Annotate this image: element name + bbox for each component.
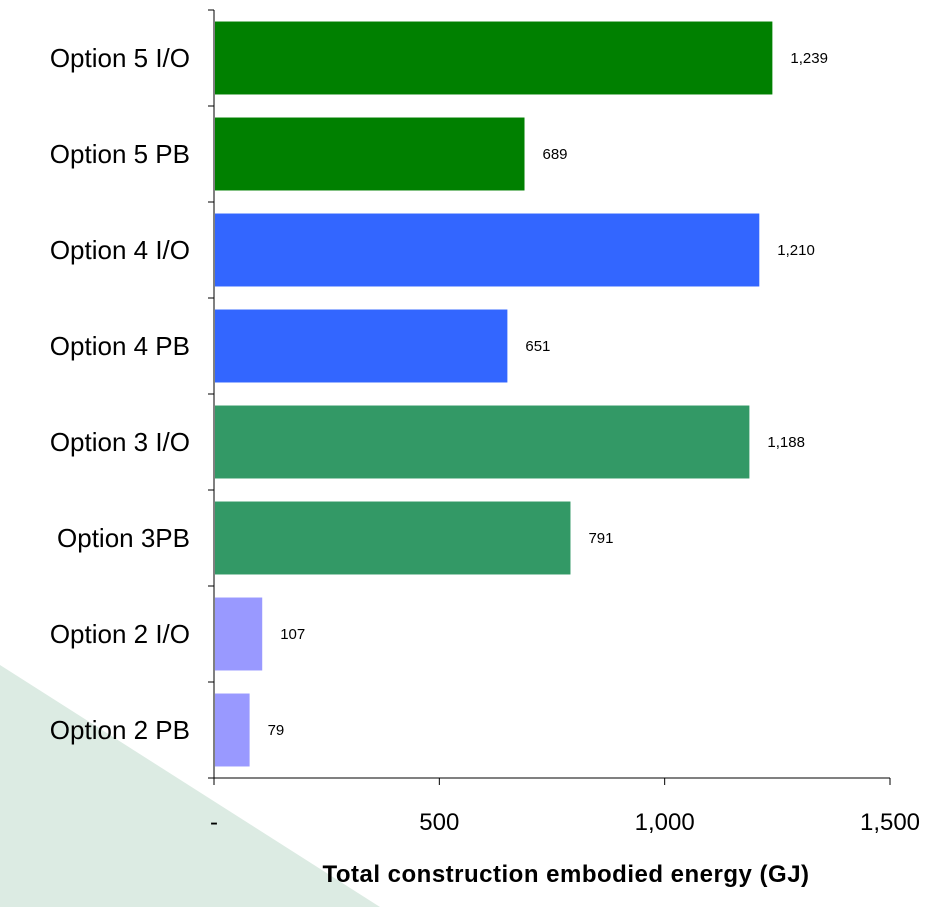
category-label: Option 4 PB	[50, 331, 190, 361]
bar	[215, 309, 508, 383]
bar	[215, 405, 750, 479]
category-label: Option 5 PB	[50, 139, 190, 169]
data-label: 791	[588, 530, 613, 547]
bars-layer	[215, 21, 773, 767]
bar	[215, 501, 571, 575]
category-label: Option 3 I/O	[50, 427, 190, 457]
data-label: 1,188	[767, 434, 805, 451]
x-tick-label: 1,500	[860, 809, 920, 836]
category-label: Option 3PB	[57, 523, 190, 553]
data-label: 651	[525, 338, 550, 355]
category-label: Option 2 I/O	[50, 619, 190, 649]
x-tick-label: 500	[419, 809, 459, 836]
data-label: 1,239	[790, 50, 828, 67]
data-label: 79	[268, 722, 285, 739]
x-tick-label: 1,000	[635, 809, 695, 836]
axes-layer	[208, 9, 891, 785]
category-label: Option 2 PB	[50, 715, 190, 745]
labels-layer: 1,239 Option 5 I/O 689 Option 5 PB 1,210 Opti…	[50, 43, 920, 836]
data-label: 107	[280, 626, 305, 643]
x-axis-title: Total construction embodied energy (GJ)	[322, 861, 809, 888]
bar	[215, 693, 250, 767]
bar	[215, 597, 263, 671]
bar	[215, 117, 525, 191]
category-label: Option 4 I/O	[50, 235, 190, 265]
background-triangle	[0, 665, 380, 907]
data-label: 689	[543, 146, 568, 163]
category-label: Option 5 I/O	[50, 43, 190, 73]
bar	[215, 21, 773, 95]
x-tick-label: -	[210, 809, 218, 836]
data-label: 1,210	[777, 242, 815, 259]
bar	[215, 213, 760, 287]
